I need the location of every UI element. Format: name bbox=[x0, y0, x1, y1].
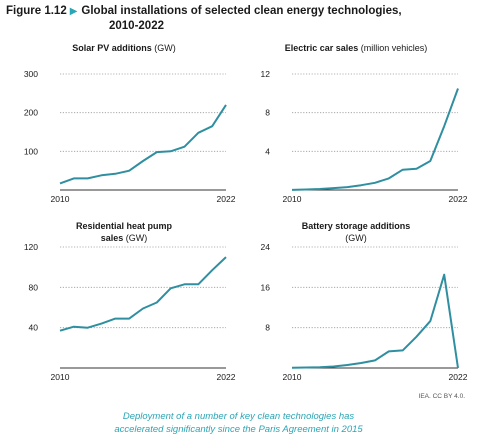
y-tick-label: 24 bbox=[261, 242, 271, 252]
y-tick-label: 200 bbox=[24, 108, 38, 118]
triangle-pointer-icon: ▶ bbox=[69, 6, 78, 17]
x-tick-label: 2010 bbox=[51, 194, 70, 204]
x-tick-label: 2022 bbox=[449, 372, 468, 382]
plot-area: 4 8 12 2010 2022 bbox=[261, 69, 468, 204]
figure-title-line2: 2010-2022 bbox=[109, 20, 164, 32]
chart-title: Electric car sales (million vehicles) bbox=[240, 42, 472, 54]
figure-header: Figure 1.12 ▶ Global installations of sele… bbox=[6, 4, 471, 33]
y-tick-label: 100 bbox=[24, 146, 38, 156]
series-line bbox=[59, 104, 227, 185]
chart-title-unit: (GW) bbox=[154, 43, 176, 53]
x-tick-label: 2022 bbox=[217, 194, 236, 204]
y-tick-label: 80 bbox=[29, 282, 39, 292]
source-note: IEA. CC BY 4.0. bbox=[418, 393, 465, 400]
y-tick-label: 300 bbox=[24, 69, 38, 79]
chart-title-text: Electric car sales bbox=[284, 43, 359, 53]
figure-number: Figure 1.12 bbox=[6, 5, 67, 17]
plot-area: 40 80 120 2010 2022 bbox=[24, 242, 236, 382]
chart-title-unit: (GW) bbox=[125, 233, 148, 243]
series-line bbox=[291, 88, 459, 191]
x-tick-label: 2010 bbox=[283, 194, 302, 204]
electric-car-chart: 4 8 12 2010 2022 Electric car sales (million… bbox=[240, 38, 472, 228]
chart-title-unit: (GW) bbox=[345, 233, 367, 243]
y-tick-label: 8 bbox=[265, 108, 270, 118]
x-tick-label: 2022 bbox=[217, 372, 236, 382]
y-tick-label: 16 bbox=[261, 282, 271, 292]
y-tick-label: 12 bbox=[261, 69, 271, 79]
heat-pump-chart: 40 80 120 2010 2022 Residential heat pump sa… bbox=[8, 216, 240, 406]
plot-area: 100 200 300 2010 2022 bbox=[24, 69, 236, 204]
chart-title-text: Residential heat pump bbox=[75, 221, 173, 231]
chart-title: Solar PV additions (GW) bbox=[8, 42, 240, 54]
figure-caption: Deployment of a number of key clean tech… bbox=[0, 410, 477, 436]
chart-title: Battery storage additions (GW) bbox=[240, 220, 472, 244]
chart-title-text: Solar PV additions bbox=[72, 43, 152, 53]
x-tick-label: 2010 bbox=[51, 372, 70, 382]
plot-area: 8 16 24 2010 2022 bbox=[261, 242, 468, 382]
chart-title-text: Battery storage additions bbox=[301, 221, 411, 231]
x-tick-label: 2022 bbox=[449, 194, 468, 204]
x-tick-label: 2010 bbox=[283, 372, 302, 382]
y-tick-label: 120 bbox=[24, 242, 38, 252]
solar-pv-chart: 100 200 300 2010 2022 Solar PV additions (GW… bbox=[8, 38, 240, 228]
battery-storage-chart: 8 16 24 2010 2022 Battery storage additions … bbox=[240, 216, 472, 406]
y-tick-label: 8 bbox=[265, 323, 270, 333]
series-line bbox=[291, 273, 459, 369]
y-tick-label: 4 bbox=[265, 146, 270, 156]
caption-line1: Deployment of a number of key clean tech… bbox=[122, 411, 355, 422]
chart-title-text-line2: sales bbox=[100, 233, 124, 243]
series-line bbox=[59, 256, 227, 332]
caption-line2: accelerated significantly since the Pari… bbox=[114, 424, 363, 435]
chart-title: Residential heat pump sales (GW) bbox=[8, 220, 240, 244]
figure-title-line1: Global installations of selected clean e… bbox=[81, 5, 402, 17]
y-tick-label: 40 bbox=[29, 323, 39, 333]
chart-title-unit: (million vehicles) bbox=[360, 43, 428, 53]
